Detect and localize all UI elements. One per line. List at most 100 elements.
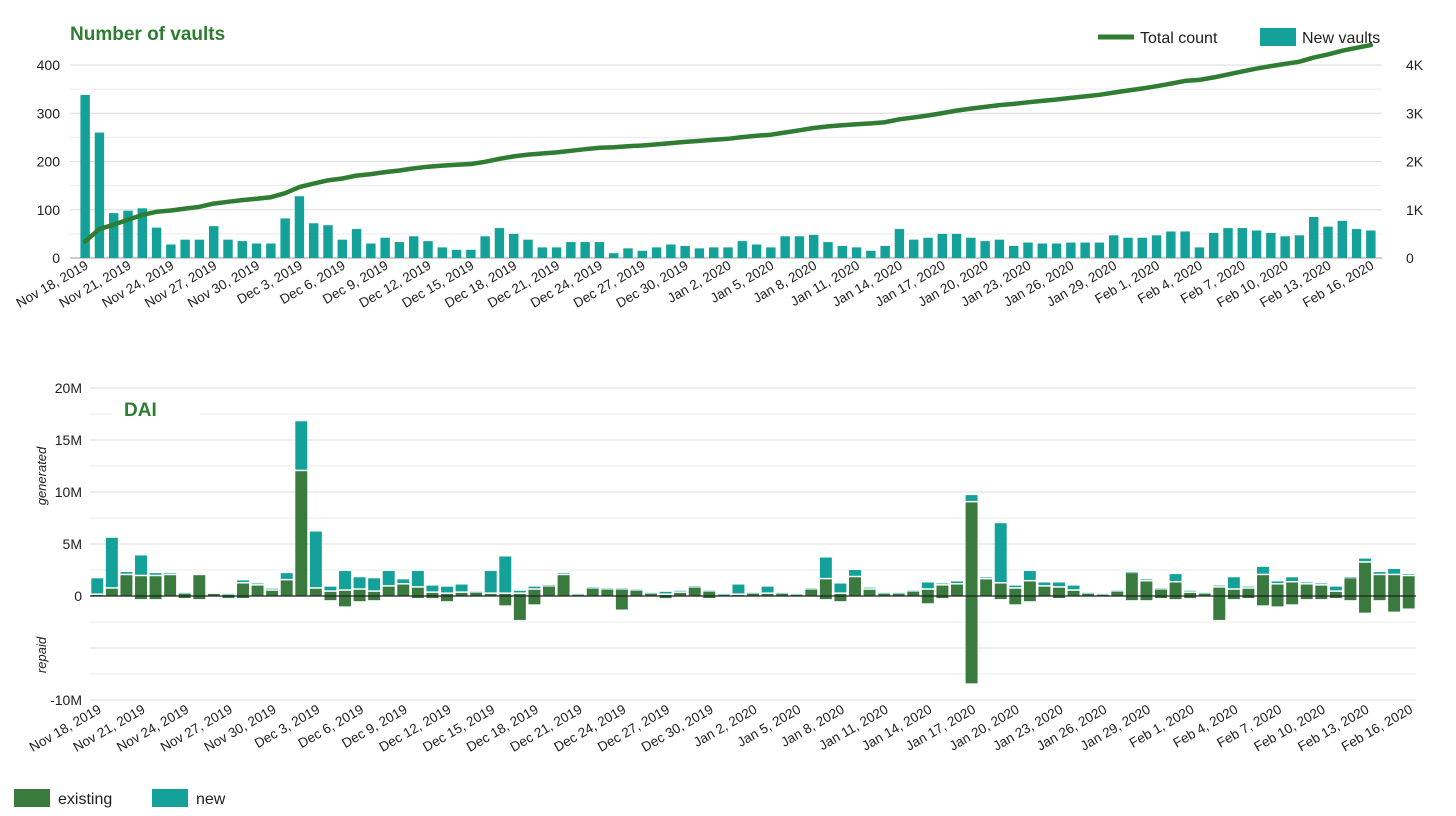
existing-generated-bar	[761, 593, 774, 596]
existing-repaid-bar	[1242, 596, 1255, 599]
new-vaults-bar	[494, 228, 505, 258]
new-generated-bar	[455, 584, 468, 592]
new-generated-bar	[1227, 577, 1240, 589]
new-generated-bar	[849, 570, 861, 576]
existing-generated-bar	[324, 591, 337, 596]
existing-generated-bar	[382, 586, 395, 596]
new-generated-bar	[615, 588, 628, 590]
new-generated-bar	[980, 577, 993, 578]
new-vaults-bar	[1351, 229, 1362, 258]
new-vaults-bar	[423, 241, 433, 258]
new-generated-bar	[251, 583, 264, 585]
new-vaults-bar	[323, 225, 333, 258]
existing-repaid-bar	[499, 596, 512, 606]
new-vaults-bar	[623, 248, 633, 258]
existing-repaid-bar	[411, 596, 424, 599]
existing-generated-bar	[1067, 590, 1080, 596]
new-generated-bar	[761, 586, 774, 593]
new-vaults-bar	[1337, 220, 1347, 258]
new-generated-bar	[266, 588, 279, 590]
existing-generated-bar	[615, 589, 628, 596]
y-tick-label: 20M	[55, 380, 82, 396]
new-vaults-bar	[1080, 242, 1090, 258]
existing-repaid-bar	[1140, 596, 1153, 601]
vaults-chart-title: Number of vaults	[70, 24, 225, 45]
existing-generated-bar	[339, 590, 351, 596]
new-generated-bar	[1169, 574, 1182, 581]
new-generated-bar	[557, 573, 570, 574]
new-generated-bar	[1009, 585, 1022, 588]
existing-repaid-bar	[1300, 596, 1313, 600]
vaults-left-axis: 0 100 200 300 400	[37, 57, 61, 266]
existing-generated-bar	[499, 593, 512, 596]
new-generated-bar	[834, 583, 847, 593]
new-generated-bar	[1329, 586, 1342, 591]
new-vaults-bar	[380, 237, 390, 258]
new-generated-bar	[659, 591, 672, 594]
new-vaults-bar	[537, 247, 547, 258]
new-generated-bar	[1388, 568, 1401, 574]
new-generated-bar	[1373, 572, 1386, 574]
new-generated-bar	[994, 523, 1007, 583]
existing-repaid-bar	[237, 596, 249, 599]
existing-generated-bar	[1257, 575, 1269, 596]
existing-generated-bar	[586, 588, 599, 596]
y2-tick-label: 4K	[1406, 57, 1424, 73]
y-tick-label: 10M	[55, 484, 82, 500]
existing-repaid-bar	[615, 596, 628, 610]
existing-generated-bar	[411, 587, 424, 596]
dai-gridlines	[90, 387, 1416, 701]
new-generated-bar	[863, 587, 876, 589]
new-vaults-bar	[1066, 242, 1076, 258]
new-vaults-bar	[1109, 235, 1119, 258]
existing-repaid-bar	[1257, 596, 1269, 606]
new-vaults-bar	[1209, 232, 1219, 258]
new-vaults-bar	[651, 247, 662, 258]
new-generated-bar	[1257, 566, 1269, 574]
new-vaults-bar	[1223, 228, 1233, 258]
new-generated-bar	[484, 571, 497, 593]
y2-tick-label: 0	[1406, 250, 1414, 266]
existing-generated-bar	[149, 576, 162, 596]
existing-generated-bar	[1402, 576, 1415, 596]
existing-repaid-bar	[1271, 596, 1284, 607]
existing-generated-bar	[980, 579, 993, 596]
existing-generated-bar	[674, 592, 687, 596]
existing-generated-bar	[878, 593, 891, 596]
vaults-legend: Total count New vaults	[1098, 28, 1380, 47]
existing-repaid-bar	[936, 596, 949, 599]
new-generated-bar	[1344, 577, 1357, 578]
new-vaults-bar	[766, 247, 776, 258]
new-generated-bar	[747, 592, 759, 594]
y-tick-label: 0	[74, 588, 82, 604]
new-vaults-bar	[866, 250, 876, 258]
existing-generated-bar	[1388, 575, 1401, 596]
existing-repaid-bar	[1053, 596, 1065, 599]
new-vaults-bar	[151, 227, 162, 258]
total-count-line	[82, 42, 1374, 244]
new-vaults-bar	[894, 229, 905, 258]
existing-generated-bar	[543, 586, 555, 596]
existing-generated-bar	[353, 589, 366, 596]
new-vaults-bar	[480, 236, 490, 258]
new-vaults-bar	[1166, 231, 1176, 258]
new-vaults-bar	[837, 245, 847, 258]
new-vaults-bar	[737, 241, 747, 258]
new-vaults-bar	[294, 196, 305, 258]
new-generated-bar	[309, 531, 322, 588]
existing-generated-bar	[1082, 593, 1095, 596]
new-generated-bar	[645, 592, 657, 594]
existing-repaid-bar	[149, 596, 162, 600]
new-vaults-bar	[1294, 235, 1305, 258]
vaults-gridlines	[70, 64, 1382, 259]
new-vaults-bar	[566, 242, 576, 258]
new-vaults-bar	[109, 213, 119, 258]
axis-name-repaid: repaid	[34, 636, 49, 673]
new-vaults-bar	[966, 237, 976, 258]
existing-generated-bar	[120, 575, 133, 596]
legend-existing-label: existing	[58, 791, 112, 808]
existing-repaid-bar	[1125, 596, 1138, 601]
new-generated-bar	[601, 588, 614, 590]
new-generated-bar	[513, 590, 526, 593]
